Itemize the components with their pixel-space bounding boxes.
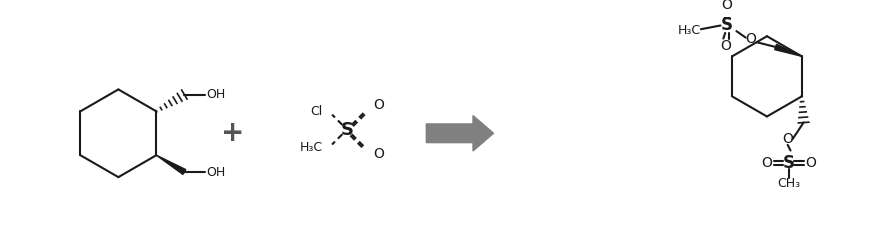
Text: S: S xyxy=(782,154,795,172)
Text: OH: OH xyxy=(206,166,225,179)
Text: O: O xyxy=(722,0,732,12)
Text: O: O xyxy=(373,147,384,161)
Text: S: S xyxy=(341,121,353,138)
FancyArrow shape xyxy=(426,116,494,151)
Text: OH: OH xyxy=(206,88,225,101)
Text: O: O xyxy=(761,156,772,170)
Text: O: O xyxy=(720,39,731,53)
Text: +: + xyxy=(222,119,245,147)
Polygon shape xyxy=(157,155,186,174)
Text: Cl: Cl xyxy=(311,105,323,118)
Text: O: O xyxy=(373,98,384,112)
Text: S: S xyxy=(721,16,733,35)
Text: H₃C: H₃C xyxy=(678,24,701,37)
Text: H₃C: H₃C xyxy=(300,141,323,154)
Text: O: O xyxy=(782,132,793,146)
Text: O: O xyxy=(805,156,816,170)
Polygon shape xyxy=(774,44,802,56)
Text: O: O xyxy=(745,32,756,47)
Text: CH₃: CH₃ xyxy=(777,177,800,190)
